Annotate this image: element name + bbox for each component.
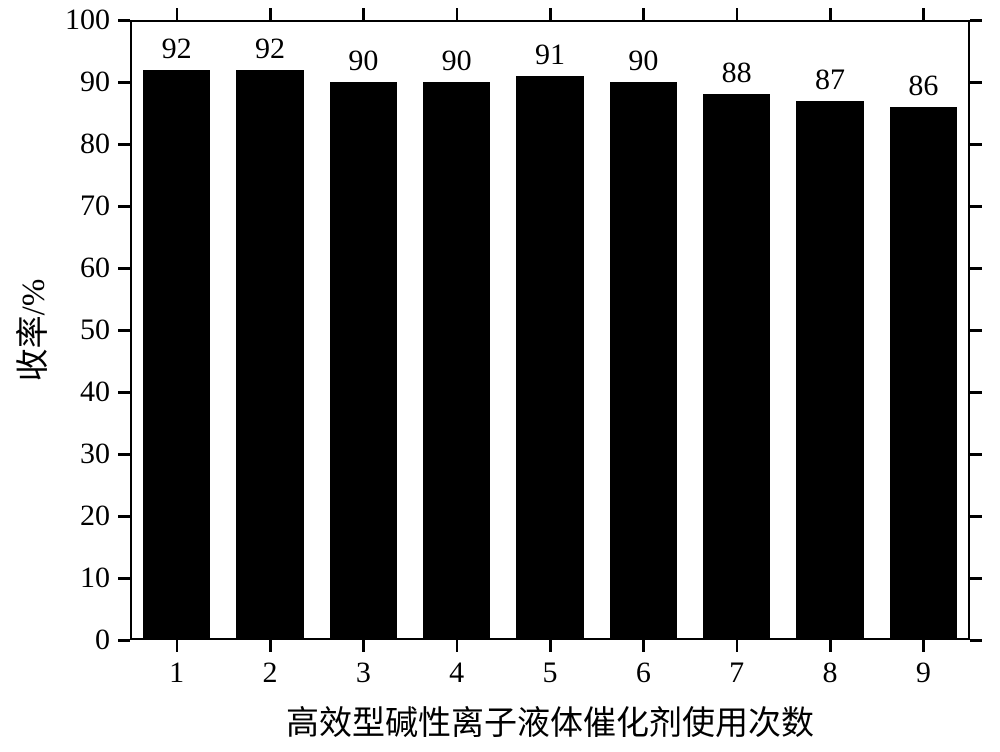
x-tick-label: 4	[449, 656, 464, 690]
bar	[423, 82, 490, 640]
y-tick-label: 0	[0, 623, 110, 657]
bar-value-label: 92	[162, 32, 192, 66]
x-tick-label: 9	[916, 656, 931, 690]
x-tick	[549, 640, 552, 652]
y-tick-label: 20	[0, 499, 110, 533]
x-tick	[269, 8, 272, 20]
y-tick	[970, 143, 982, 146]
x-axis-label: 高效型碱性离子液体催化剂使用次数	[286, 696, 814, 744]
x-tick	[456, 640, 459, 652]
y-tick	[118, 329, 130, 332]
y-tick	[970, 329, 982, 332]
y-tick	[970, 453, 982, 456]
bar-value-label: 90	[442, 44, 472, 78]
bar-value-label: 86	[908, 69, 938, 103]
x-tick	[922, 640, 925, 652]
x-tick	[176, 8, 179, 20]
bar-value-label: 90	[628, 44, 658, 78]
y-tick-label: 80	[0, 127, 110, 161]
y-tick	[118, 143, 130, 146]
x-tick	[269, 640, 272, 652]
x-tick	[456, 8, 459, 20]
x-tick-label: 7	[729, 656, 744, 690]
y-tick	[118, 267, 130, 270]
x-tick	[549, 8, 552, 20]
bar-value-label: 92	[255, 32, 285, 66]
y-tick	[970, 19, 982, 22]
x-tick-label: 3	[356, 656, 371, 690]
bar	[890, 107, 957, 640]
y-tick	[118, 205, 130, 208]
y-tick	[118, 453, 130, 456]
x-tick	[829, 640, 832, 652]
y-tick-label: 30	[0, 437, 110, 471]
y-tick	[118, 19, 130, 22]
x-tick	[736, 640, 739, 652]
bar	[143, 70, 210, 640]
y-tick	[970, 515, 982, 518]
y-tick	[970, 267, 982, 270]
bar-value-label: 91	[535, 38, 565, 72]
x-tick-label: 5	[543, 656, 558, 690]
y-tick	[970, 639, 982, 642]
y-tick	[970, 391, 982, 394]
y-tick	[118, 639, 130, 642]
y-tick	[118, 391, 130, 394]
x-tick	[829, 8, 832, 20]
y-tick-label: 60	[0, 251, 110, 285]
x-tick	[176, 640, 179, 652]
bar	[796, 101, 863, 640]
x-tick	[362, 640, 365, 652]
x-tick	[642, 8, 645, 20]
x-tick-label: 6	[636, 656, 651, 690]
x-tick	[362, 8, 365, 20]
y-tick	[118, 515, 130, 518]
y-tick-label: 70	[0, 189, 110, 223]
y-tick-label: 100	[0, 3, 110, 37]
bar	[236, 70, 303, 640]
bar-value-label: 90	[348, 44, 378, 78]
bar	[610, 82, 677, 640]
y-tick-label: 40	[0, 375, 110, 409]
y-tick-label: 50	[0, 313, 110, 347]
bar	[516, 76, 583, 640]
y-tick-label: 10	[0, 561, 110, 595]
y-tick	[970, 577, 982, 580]
y-tick	[118, 81, 130, 84]
y-tick	[970, 205, 982, 208]
x-tick-label: 2	[263, 656, 278, 690]
x-tick	[642, 640, 645, 652]
x-tick	[922, 8, 925, 20]
chart-container: 收率/% 高效型碱性离子液体催化剂使用次数 010203040506070809…	[0, 0, 1000, 752]
bar-value-label: 87	[815, 63, 845, 97]
y-tick	[118, 577, 130, 580]
bar	[330, 82, 397, 640]
x-tick-label: 1	[169, 656, 184, 690]
bar	[703, 94, 770, 640]
x-tick-label: 8	[823, 656, 838, 690]
bar-value-label: 88	[722, 56, 752, 90]
y-tick	[970, 81, 982, 84]
y-tick-label: 90	[0, 65, 110, 99]
x-tick	[736, 8, 739, 20]
